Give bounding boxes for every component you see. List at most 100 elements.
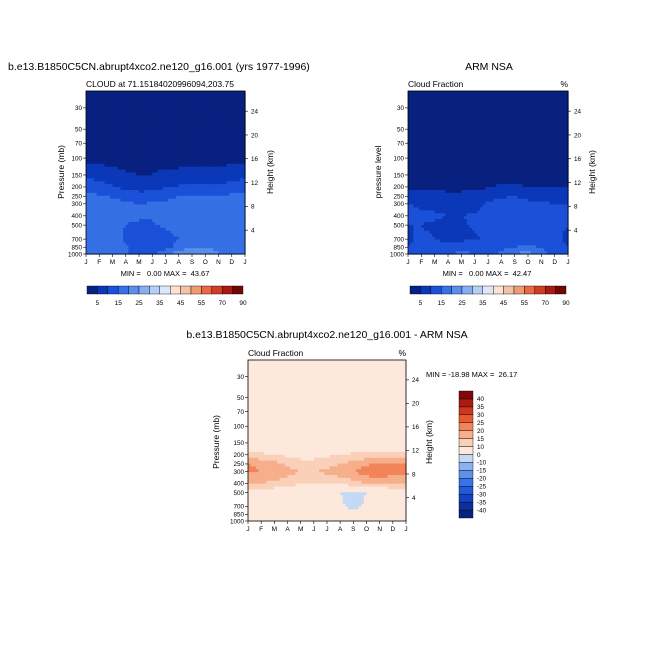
heatmap-cell (498, 111, 502, 115)
heatmap-cell (557, 99, 561, 104)
heatmap-cell (509, 114, 513, 118)
heatmap-cell (517, 146, 521, 150)
heatmap-cell (506, 140, 510, 144)
heatmap-cell (120, 184, 124, 188)
heatmap-cell (107, 169, 111, 174)
heatmap-cell (565, 137, 569, 142)
heatmap-cell (506, 102, 510, 107)
heatmap-cell (162, 108, 167, 112)
heatmap-cell (231, 143, 235, 147)
heatmap-cell (488, 146, 492, 150)
heatmap-cell (554, 160, 558, 165)
heatmap-cell (213, 213, 217, 217)
heatmap-cell (456, 93, 460, 98)
heatmap-cell (88, 117, 92, 121)
heatmap-cell (226, 207, 230, 211)
heatmap-cell (170, 160, 175, 165)
heatmap-cell (498, 99, 502, 104)
heatmap-cell (189, 172, 193, 177)
heatmap-cell (141, 108, 145, 112)
heatmap-cell (239, 120, 243, 124)
heatmap-cell (178, 207, 182, 211)
heatmap-cell (93, 152, 98, 156)
heatmap-cell (453, 131, 457, 136)
heatmap-cell (530, 123, 534, 127)
heatmap-cell (418, 152, 422, 156)
heatmap-cell (139, 102, 143, 107)
heatmap-cell (91, 181, 95, 185)
heatmap-cell (239, 178, 243, 182)
heatmap-cell (192, 163, 196, 168)
heatmap-cell (146, 108, 151, 112)
heatmap-cell (133, 192, 137, 197)
heatmap-cell (215, 236, 220, 241)
heatmap-cell (96, 189, 100, 194)
heatmap-cell (565, 152, 569, 156)
heatmap-cell (91, 184, 95, 188)
heatmap-cell (413, 163, 417, 168)
heatmap-cell (181, 149, 185, 153)
heatmap-cell (215, 187, 220, 191)
model-colorbar: 5 15 25 35 45 55 70 90 (86, 285, 247, 307)
heatmap-cell (189, 143, 193, 147)
heatmap-cell (453, 117, 457, 121)
heatmap-cell (493, 91, 497, 95)
heatmap-cell (117, 125, 122, 130)
heatmap-cell (450, 96, 454, 101)
heatmap-cell (218, 169, 222, 174)
heatmap-cell (123, 213, 127, 217)
heatmap-cell (123, 131, 127, 136)
heatmap-cell (144, 91, 148, 95)
heatmap-cell (520, 160, 524, 165)
heatmap-cell (168, 248, 172, 252)
heatmap-cell (146, 149, 151, 153)
heatmap-cell (199, 102, 204, 107)
heatmap-cell (115, 111, 119, 115)
heatmap-cell (418, 134, 422, 139)
heatmap-cell (181, 227, 185, 232)
heatmap-cell (176, 169, 180, 174)
heatmap-cell (221, 160, 225, 165)
heatmap-cell (541, 131, 545, 136)
heatmap-cell (178, 91, 182, 95)
heatmap-cell (136, 137, 140, 142)
heatmap-cell (91, 251, 95, 255)
heatmap-cell (170, 224, 175, 229)
heatmap-cell (128, 125, 132, 130)
heatmap-cell (131, 157, 135, 162)
heatmap-cell (218, 181, 222, 185)
heatmap-cell (207, 143, 212, 147)
heatmap-cell (91, 169, 95, 174)
heatmap-cell (237, 96, 241, 101)
heatmap-cell (221, 251, 225, 255)
heatmap-cell (418, 93, 422, 98)
heatmap-cell (237, 189, 241, 194)
heatmap-cell (207, 155, 212, 159)
heatmap-cell (408, 96, 412, 101)
heatmap-cell (207, 201, 212, 206)
heatmap-cell (128, 192, 132, 197)
heatmap-cell (557, 91, 561, 95)
heatmap-cell (86, 216, 90, 220)
heatmap-cell (93, 149, 98, 153)
heatmap-cell (424, 160, 428, 165)
heatmap-cell (552, 96, 556, 101)
heatmap-cell (408, 160, 412, 165)
heatmap-cell (139, 172, 143, 177)
heatmap-cell (162, 248, 167, 252)
heatmap-cell (173, 99, 177, 104)
heatmap-cell (221, 123, 225, 127)
heatmap-cell (453, 125, 457, 130)
heatmap-cell (207, 169, 212, 174)
heatmap-cell (215, 166, 220, 171)
heatmap-cell (517, 99, 521, 104)
heatmap-cell (442, 143, 446, 147)
heatmap-cell (229, 105, 233, 110)
heatmap-cell (168, 166, 172, 171)
heatmap-cell (413, 96, 417, 101)
heatmap-cell (448, 137, 452, 142)
heatmap-cell (133, 111, 137, 115)
heatmap-cell (434, 91, 438, 95)
heatmap-cell (213, 102, 217, 107)
heatmap-cell (226, 155, 230, 159)
